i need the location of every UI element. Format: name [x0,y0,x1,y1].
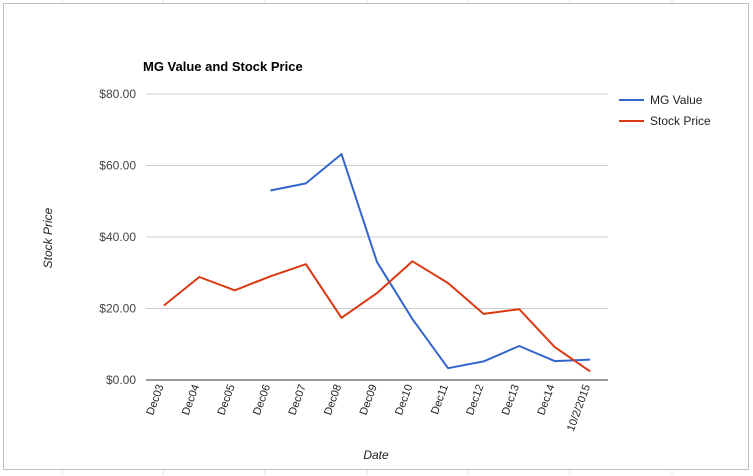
x-axis-label: Date [363,448,389,462]
chart-container[interactable]: MG Value and Stock Price $0.00 $20.00 $40.… [3,3,749,470]
y-tick-label: $40.00 [99,230,136,244]
series-lines [163,153,591,373]
x-tick-label: Dec11 [429,383,451,416]
x-axis-tick-labels: Dec03 Dec04 Dec05 Dec06 Dec07 Dec08 Dec09 Dec10… [144,383,593,433]
x-tick-label: Dec13 [500,383,522,417]
x-tick-label: Dec09 [358,383,380,417]
x-tick-label: Dec08 [322,383,344,417]
y-tick-label: $60.00 [99,159,136,173]
x-tick-label: Dec05 [216,383,238,417]
x-tick-label: Dec04 [180,383,202,417]
line-chart: MG Value and Stock Price $0.00 $20.00 $40.… [41,59,711,462]
x-tick-label: Dec10 [393,383,415,417]
gridlines [146,93,608,381]
x-tick-label: 10/2/2015 [565,383,593,433]
legend[interactable]: MG Value Stock Price [619,93,711,128]
x-tick-label: Dec03 [144,383,166,417]
legend-label: MG Value [650,93,703,107]
series-line-mg-value [270,153,591,370]
y-tick-label: $20.00 [99,302,136,316]
y-axis-label: Stock Price [41,207,55,268]
chart-title: MG Value and Stock Price [143,59,303,74]
x-tick-label: Dec06 [251,383,273,417]
y-tick-label: $80.00 [99,87,136,101]
y-axis-tick-labels: $0.00 $20.00 $40.00 $60.00 $80.00 [99,87,136,387]
legend-label: Stock Price [650,114,711,128]
x-tick-label: Dec14 [535,383,557,417]
x-tick-label: Dec07 [287,383,309,417]
x-tick-label: Dec12 [464,383,486,417]
y-tick-label: $0.00 [106,373,136,387]
series-line-stock-price [163,260,591,373]
